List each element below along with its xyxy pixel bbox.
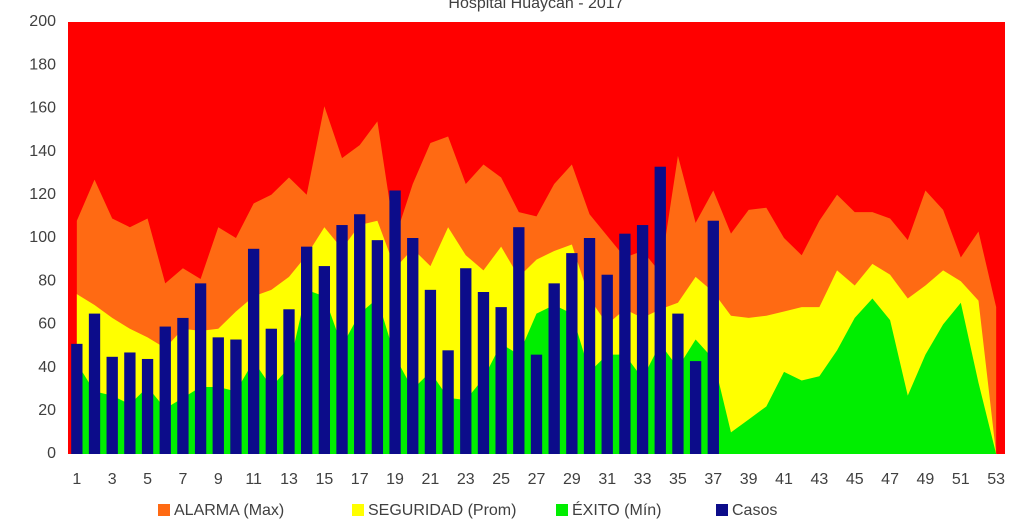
bar (654, 166, 666, 454)
x-tick-label: 29 (563, 471, 581, 488)
bar (513, 227, 525, 454)
bar (548, 283, 560, 454)
x-tick-label: 39 (740, 471, 758, 488)
x-tick-label: 51 (952, 471, 970, 488)
x-tick-label: 27 (528, 471, 546, 488)
bar (707, 220, 719, 454)
legend-label: ALARMA (Max) (174, 502, 284, 519)
x-tick-label: 9 (214, 471, 223, 488)
x-tick-label: 1 (72, 471, 81, 488)
x-tick-label: 47 (881, 471, 899, 488)
y-tick-label: 180 (29, 56, 56, 73)
legend-label: ÉXITO (Mín) (572, 500, 662, 519)
bar (318, 266, 331, 454)
x-tick-label: 35 (669, 471, 687, 488)
bar (124, 352, 136, 454)
bar (265, 328, 277, 454)
bar (283, 309, 295, 454)
bar (301, 246, 313, 454)
legend-label: Casos (732, 502, 777, 519)
bar (477, 292, 490, 454)
bar (177, 317, 189, 454)
legend-swatch (556, 504, 568, 516)
y-tick-label: 60 (38, 316, 56, 333)
x-tick-label: 41 (775, 471, 793, 488)
bar (71, 343, 83, 454)
y-tick-label: 140 (29, 143, 56, 160)
bar (371, 240, 384, 454)
x-tick-label: 19 (386, 471, 404, 488)
x-tick-label: 5 (143, 471, 152, 488)
bar (141, 358, 154, 454)
x-tick-label: 53 (987, 471, 1005, 488)
y-tick-label: 120 (29, 186, 56, 203)
x-tick-label: 11 (245, 471, 262, 488)
chart-title: Hospital Huaycán - 2017 (448, 0, 623, 12)
x-tick-label: 3 (108, 471, 117, 488)
bar (354, 214, 366, 454)
bar (212, 337, 224, 454)
bar (424, 289, 437, 454)
legend-swatch (716, 504, 728, 516)
bar (636, 225, 649, 454)
bar (336, 225, 348, 454)
bar (619, 233, 631, 454)
bar (88, 313, 101, 454)
y-tick-label: 40 (38, 359, 56, 376)
bar (407, 238, 419, 454)
y-tick-label: 100 (29, 229, 56, 246)
x-tick-label: 21 (422, 471, 440, 488)
x-tick-label: 49 (917, 471, 935, 488)
x-tick-label: 15 (315, 471, 333, 488)
x-tick-label: 25 (492, 471, 510, 488)
y-tick-label: 80 (38, 272, 56, 289)
y-tick-label: 160 (29, 100, 56, 117)
x-tick-label: 33 (634, 471, 652, 488)
x-tick-label: 13 (280, 471, 298, 488)
bar (495, 307, 507, 454)
bar (106, 356, 118, 454)
y-tick-label: 20 (38, 402, 56, 419)
x-tick-label: 45 (846, 471, 864, 488)
legend-label: SEGURIDAD (Prom) (368, 502, 516, 519)
x-tick-label: 37 (704, 471, 722, 488)
bar (230, 339, 242, 454)
y-tick-label: 200 (29, 13, 56, 30)
bar (583, 238, 596, 454)
x-tick-label: 43 (810, 471, 828, 488)
bar (159, 326, 171, 454)
bar (442, 350, 454, 454)
bar (566, 253, 578, 454)
x-tick-label: 17 (351, 471, 369, 488)
legend-swatch (352, 504, 364, 516)
bar (389, 190, 401, 455)
x-tick-label: 7 (178, 471, 187, 488)
bar (672, 313, 684, 454)
x-tick-label: 23 (457, 471, 475, 488)
bar (530, 354, 543, 454)
bar (194, 283, 207, 454)
bar (460, 268, 472, 454)
bar (689, 361, 702, 454)
y-tick-label: 0 (47, 445, 56, 462)
bar (601, 274, 613, 454)
bar (247, 248, 260, 454)
x-tick-label: 31 (598, 471, 616, 488)
legend-swatch (158, 504, 170, 516)
